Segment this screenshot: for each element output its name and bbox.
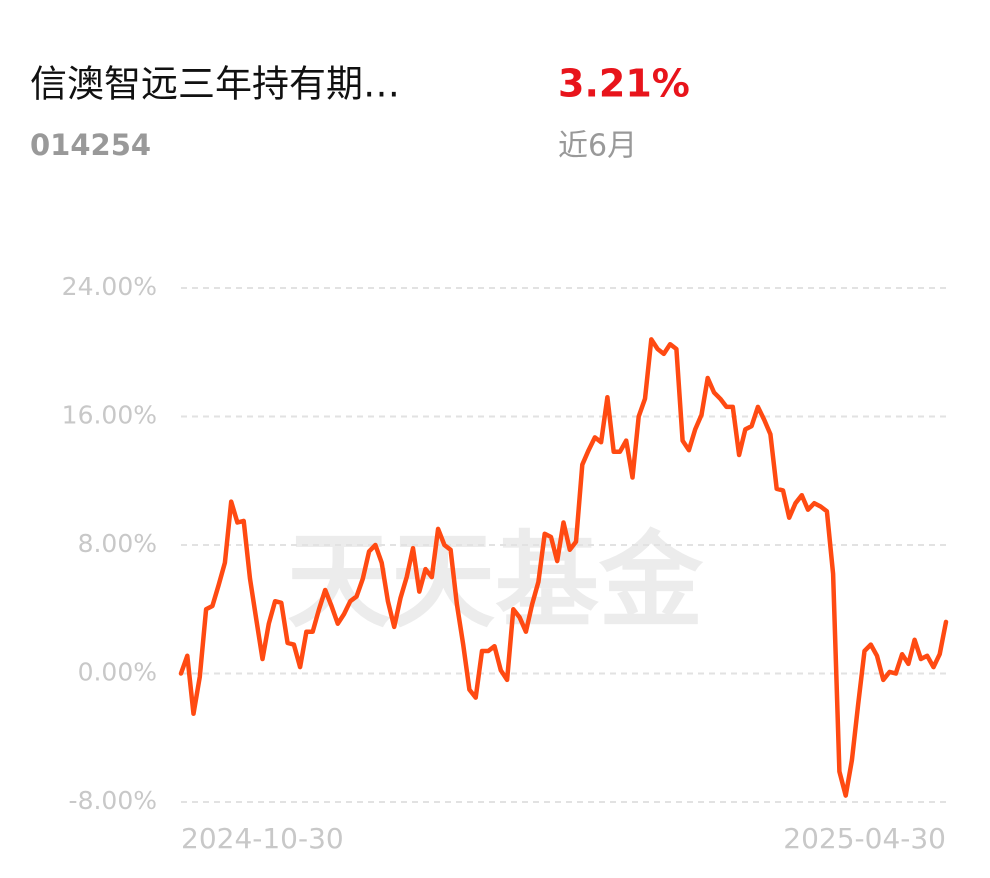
x-tick-label: 2024-10-30: [181, 822, 344, 855]
price-line: [178, 337, 949, 798]
y-tick-label: -8.00%: [69, 786, 157, 815]
y-tick-label: 0.00%: [78, 658, 157, 687]
return-period: 近6月: [558, 129, 637, 164]
watermark: 天天基金: [287, 519, 704, 642]
y-tick-label: 24.00%: [62, 272, 157, 301]
fund-code: 014254: [30, 128, 151, 162]
fund-return: 3.21%: [558, 62, 690, 106]
y-tick-label: 8.00%: [78, 529, 157, 558]
fund-name: 信澳智远三年持有期…: [30, 63, 400, 106]
x-tick-label: 2025-04-30: [783, 822, 946, 855]
y-tick-label: 16.00%: [62, 401, 157, 430]
